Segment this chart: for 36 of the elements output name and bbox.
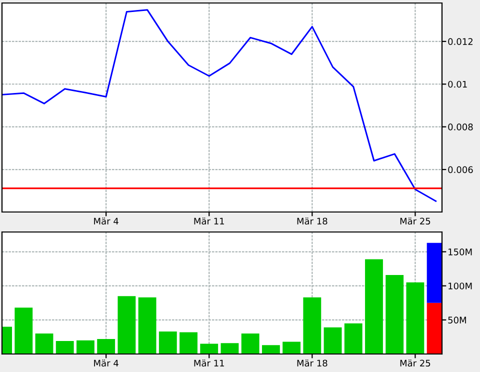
y-tick-label: 100M <box>448 282 472 290</box>
bar <box>56 341 74 354</box>
bar <box>303 297 322 354</box>
bar <box>200 344 218 354</box>
bar <box>386 274 404 354</box>
y-tick-label: 0.01 <box>448 80 467 88</box>
bar <box>14 308 33 354</box>
bar <box>365 259 383 354</box>
y-tick-label: 50M <box>448 316 466 324</box>
bar <box>324 327 342 354</box>
bar <box>282 342 301 354</box>
bar <box>406 282 424 354</box>
bar <box>262 345 280 354</box>
line-series <box>2 9 437 202</box>
bar <box>97 339 116 354</box>
bar <box>180 332 198 354</box>
x-tick-label: Mär 25 <box>400 360 430 367</box>
x-tick-label: Mär 4 <box>94 360 118 367</box>
x-tick-label: Mär 18 <box>297 360 328 367</box>
bar <box>220 343 239 354</box>
x-tick-label: Mär 11 <box>194 360 224 367</box>
x-tick-label: Mär 18 <box>297 218 328 225</box>
bar <box>344 323 362 354</box>
bar <box>158 332 177 354</box>
y-tick-label: 0.008 <box>448 124 473 130</box>
y-tick-label: 150M <box>448 248 472 256</box>
bar <box>118 296 136 354</box>
y-tick-label: 0.006 <box>448 166 473 174</box>
bar <box>35 334 54 354</box>
x-tick-label: Mär 25 <box>400 218 430 225</box>
bar <box>138 297 156 354</box>
x-tick-label: Mär 4 <box>94 218 118 225</box>
y-tick-label: 0.012 <box>448 38 472 45</box>
x-tick-label: Mär 11 <box>194 218 224 225</box>
bar <box>241 334 260 354</box>
bar <box>76 340 94 354</box>
